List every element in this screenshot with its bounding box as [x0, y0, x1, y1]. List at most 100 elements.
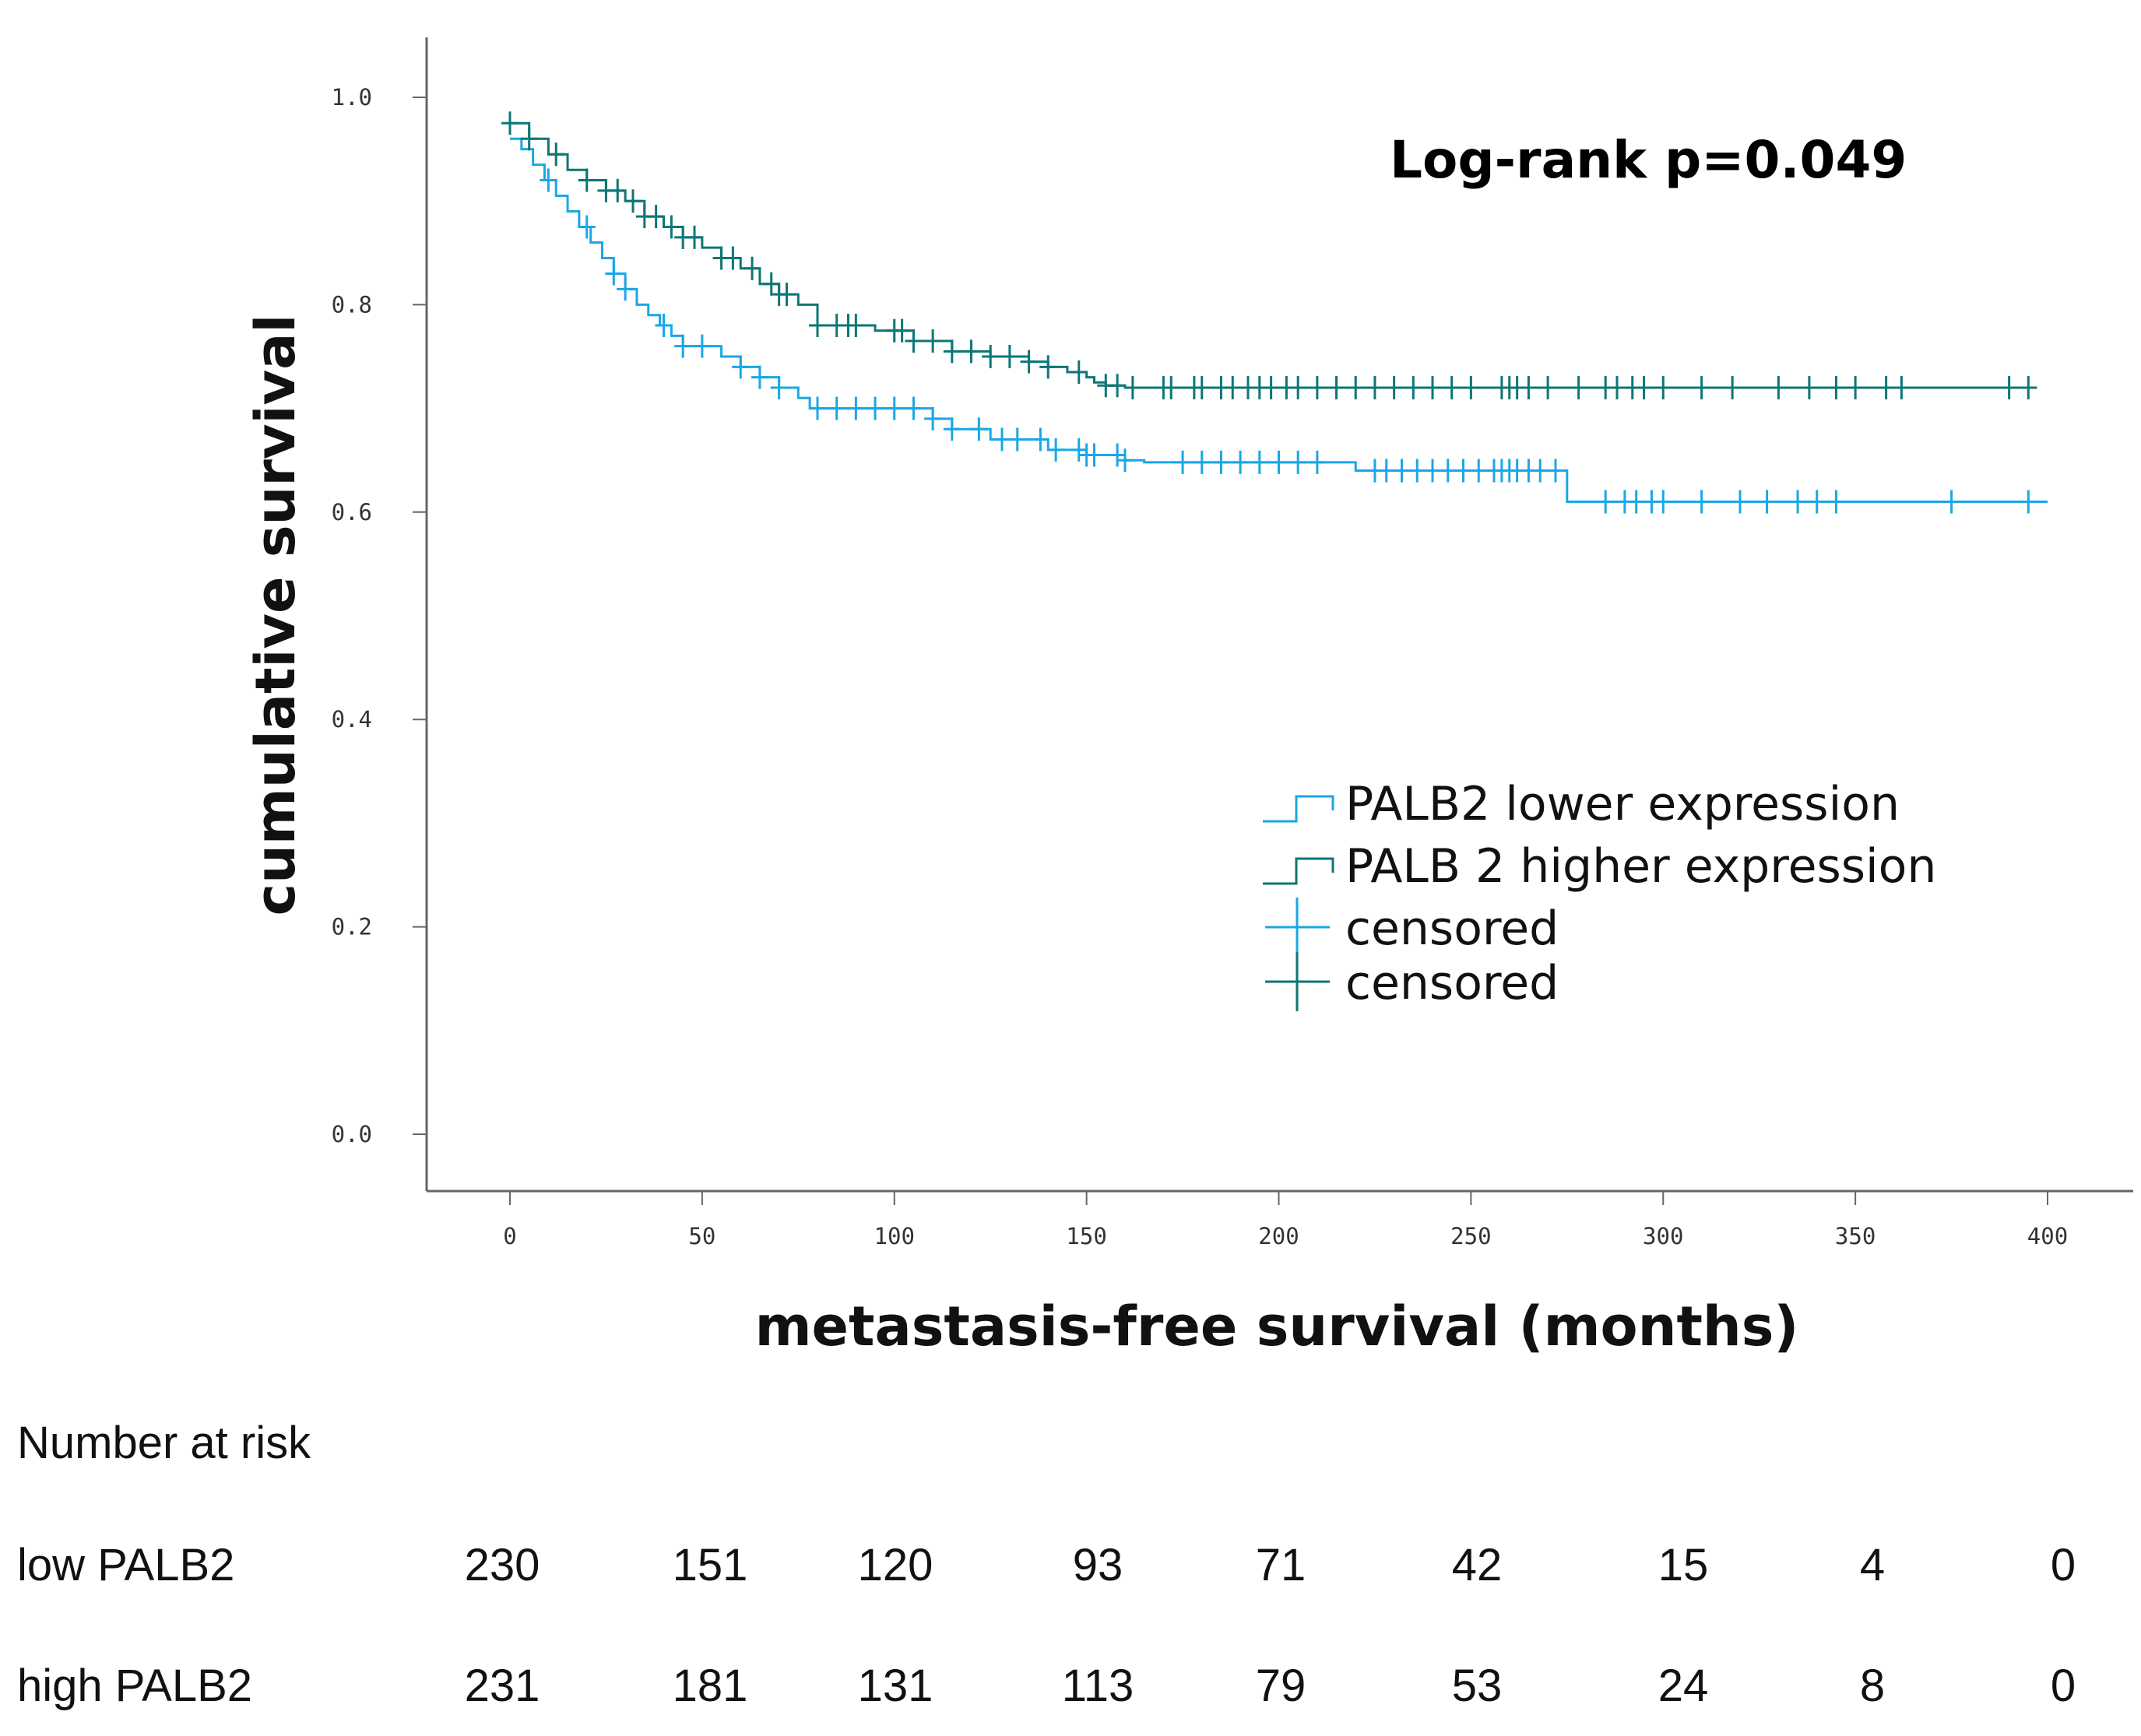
censor-mark-low	[970, 417, 988, 441]
risk-value: 131	[858, 1660, 933, 1711]
censor-mark-low	[867, 396, 884, 420]
censor-mark-low	[1789, 490, 1807, 514]
censor-mark-low	[605, 262, 623, 286]
y-axis-title: cumulative survival	[244, 315, 308, 916]
axes	[425, 37, 2133, 1193]
censor-mark-high	[1404, 375, 1422, 399]
censor-mark-high	[1724, 375, 1742, 399]
risk-value: 53	[1452, 1660, 1503, 1711]
censor-mark-high	[1654, 375, 1672, 399]
legend-label: censored	[1345, 901, 1559, 956]
x-axis-title: metastasis-free survival (months)	[755, 1295, 1799, 1358]
legend-swatch-censor-low	[1265, 898, 1330, 957]
censor-mark-low	[1408, 459, 1426, 483]
censor-mark-low	[1454, 459, 1472, 483]
risk-value: 231	[465, 1660, 540, 1711]
x-tick-label: 400	[2027, 1223, 2068, 1249]
censor-mark-low	[1270, 450, 1288, 474]
censor-mark-high	[1366, 375, 1383, 399]
censor-mark-high	[809, 314, 826, 338]
censor-mark-low	[1193, 450, 1211, 474]
risk-table-title: Number at risk	[17, 1418, 311, 1468]
censor-mark-high	[1877, 375, 1895, 399]
censor-mark-high	[1347, 375, 1365, 399]
censor-mark-high	[1570, 375, 1587, 399]
risk-value: 8	[1860, 1660, 1885, 1711]
censor-mark-high	[1443, 375, 1461, 399]
censor-mark-low	[1693, 490, 1710, 514]
censor-mark-high	[1827, 375, 1845, 399]
risk-row-label: high PALB2	[17, 1660, 252, 1711]
censor-mark-low	[1808, 490, 1826, 514]
censor-mark-high	[647, 205, 665, 229]
censor-mark-low	[1070, 438, 1088, 462]
censor-mark-high	[1327, 375, 1345, 399]
censor-mark-low	[1032, 427, 1049, 452]
censor-mark-low	[1942, 490, 1960, 514]
y-tick-label: 0.0	[332, 1121, 372, 1147]
x-tick-label: 0	[503, 1223, 516, 1249]
censor-mark-low	[1531, 459, 1549, 483]
censor-mark-high	[1424, 375, 1441, 399]
censor-mark-low	[1654, 490, 1672, 514]
x-tick-label: 300	[1643, 1223, 1683, 1249]
censor-mark-low	[1174, 450, 1192, 474]
censor-mark-low	[1393, 459, 1411, 483]
y-ticks: 0.0 0.2 0.4 0.6 0.8 1.0	[332, 84, 427, 1147]
censor-mark-high	[1308, 375, 1326, 399]
censor-mark-low	[828, 396, 846, 420]
x-tick-label: 350	[1835, 1223, 1876, 1249]
censor-mark-high	[501, 111, 519, 135]
risk-value: 4	[1860, 1540, 1885, 1590]
legend-swatch-censor-high	[1265, 952, 1330, 1011]
censor-mark-high	[520, 127, 538, 151]
censor-mark-high	[847, 314, 865, 338]
censor-mark-high	[1635, 375, 1653, 399]
censor-mark-high	[943, 339, 961, 364]
censor-mark-low	[1597, 490, 1615, 514]
censor-mark-high	[2020, 375, 2037, 399]
y-tick-label: 0.6	[332, 499, 372, 525]
censor-mark-low	[655, 314, 673, 338]
legend-swatch-line-low	[1263, 795, 1334, 823]
censor-mark-high	[1000, 345, 1018, 368]
risk-value: 0	[2051, 1660, 2076, 1711]
censor-mark-low	[770, 375, 788, 399]
x-tick-label: 200	[1258, 1223, 1299, 1249]
censor-mark-low	[1758, 490, 1776, 514]
x-tick-label: 50	[688, 1223, 715, 1249]
risk-value: 230	[465, 1540, 540, 1590]
censor-mark-low	[732, 355, 750, 379]
censor-mark-high	[982, 345, 1000, 368]
censor-mark-low	[1308, 450, 1326, 474]
x-tick-label: 250	[1450, 1223, 1491, 1249]
legend-label: PALB2 lower expression	[1345, 777, 1900, 831]
censor-mark-high	[1608, 375, 1626, 399]
censor-mark-high	[1462, 375, 1480, 399]
censor-mark-high	[1893, 375, 1911, 399]
censor-mark-high	[547, 142, 565, 167]
censor-mark-low	[1008, 427, 1026, 452]
censor-mark-low	[847, 396, 865, 420]
censor-mark-low	[1116, 448, 1134, 473]
censor-mark-low	[540, 168, 557, 192]
risk-value: 79	[1256, 1660, 1306, 1711]
censor-mark-high	[686, 225, 703, 249]
censor-mark-high	[1109, 374, 1127, 398]
risk-value: 0	[2051, 1540, 2076, 1590]
censor-mark-low	[1377, 459, 1395, 483]
risk-value: 181	[673, 1660, 748, 1711]
y-tick-label: 0.8	[332, 291, 372, 318]
censor-mark-high	[724, 246, 742, 270]
censor-mark-high	[744, 256, 761, 280]
censor-mark-low	[578, 215, 596, 239]
risk-value: 93	[1073, 1540, 1123, 1590]
logrank-annotation: Log-rank p=0.049	[1390, 130, 1907, 190]
risk-value: 120	[858, 1540, 933, 1590]
censor-marks	[501, 111, 2037, 514]
censor-mark-high	[1520, 375, 1538, 399]
y-tick-label: 0.4	[332, 706, 372, 733]
censor-mark-low	[693, 334, 711, 358]
censor-mark-low	[1232, 450, 1250, 474]
